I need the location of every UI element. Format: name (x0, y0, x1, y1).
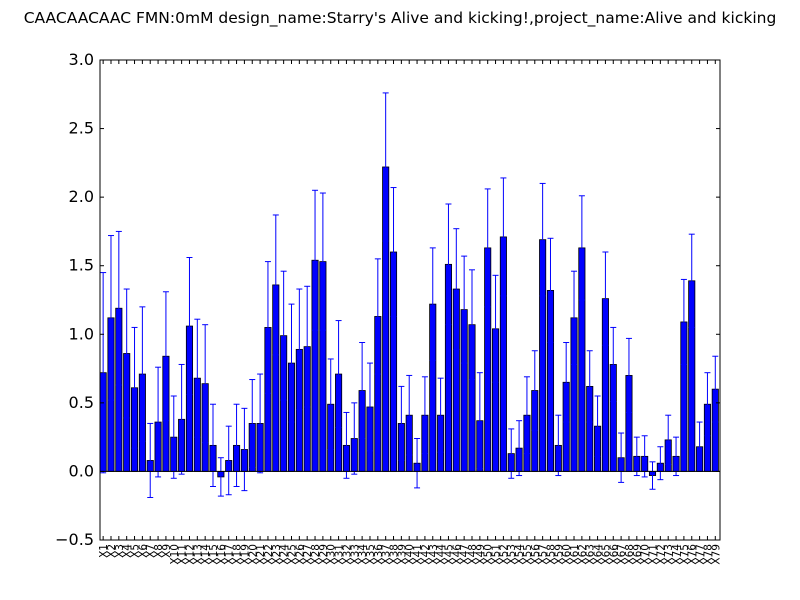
x-tick-label: X18 (232, 544, 244, 565)
x-tick-label: X69 (632, 544, 644, 565)
x-tick-label: X16 (216, 544, 228, 565)
x-tick-label: X6 (137, 544, 149, 558)
x-tick-label: X32 (341, 544, 353, 565)
x-tick-label: X53 (506, 544, 518, 565)
x-tick-label: X59 (553, 544, 565, 565)
error-bars-group (100, 92, 719, 498)
y-tick-label: 0.0 (69, 461, 94, 480)
x-tick-label: X39 (396, 544, 408, 565)
x-tick-label: X76 (687, 544, 699, 565)
x-tick-label: X51 (491, 544, 503, 565)
x-axis: X1X2X3X4X5X6X7X8X9X10X11X12X13X14X15X16X… (98, 60, 722, 565)
x-tick-label: X37 (381, 544, 393, 565)
x-tick-label: X52 (498, 544, 510, 565)
x-tick-label: X62 (577, 544, 589, 565)
x-tick-label: X73 (663, 544, 675, 565)
plot-frame (99, 59, 721, 541)
x-tick-label: X7 (145, 544, 157, 558)
x-tick-label: X10 (169, 544, 181, 565)
x-tick-label: X20 (247, 544, 259, 565)
x-tick-label: X67 (616, 544, 628, 565)
x-tick-label: X36 (373, 544, 385, 565)
x-tick-label: X15 (208, 544, 220, 565)
x-tick-label: X48 (467, 544, 479, 565)
x-tick-label: X25 (286, 544, 298, 565)
x-tick-label: X47 (459, 544, 471, 565)
x-tick-label: X75 (679, 544, 691, 565)
x-tick-label: X29 (318, 544, 330, 565)
x-tick-label: X1 (98, 544, 110, 558)
x-tick-label: X42 (420, 544, 432, 565)
x-tick-label: X79 (710, 544, 722, 565)
x-tick-label: X2 (106, 544, 118, 558)
y-tick-label: 1.0 (69, 324, 94, 343)
x-tick-label: X72 (655, 544, 667, 565)
x-tick-label: X63 (585, 544, 597, 565)
x-tick-label: X54 (514, 544, 526, 565)
y-tick-label: 2.0 (69, 187, 94, 206)
x-tick-label: X38 (389, 544, 401, 565)
x-tick-label: X5 (130, 544, 142, 558)
x-tick-label: X60 (561, 544, 573, 565)
x-tick-label: X21 (255, 544, 267, 565)
y-tick-label: 1.5 (69, 256, 94, 275)
x-tick-label: X43 (428, 544, 440, 565)
x-tick-label: X4 (122, 544, 134, 558)
x-tick-label: X57 (538, 544, 550, 565)
x-tick-label: X24 (279, 544, 291, 565)
x-tick-label: X65 (600, 544, 612, 565)
x-tick-label: X68 (624, 544, 636, 565)
x-tick-label: X40 (404, 544, 416, 565)
x-tick-label: X45 (443, 544, 455, 565)
x-tick-label: X22 (263, 544, 275, 565)
x-tick-label: X66 (608, 544, 620, 565)
x-tick-label: X17 (224, 544, 236, 565)
x-tick-label: X41 (412, 544, 424, 565)
x-tick-label: X13 (192, 544, 204, 565)
x-tick-label: X74 (671, 544, 683, 565)
x-tick-label: X44 (436, 544, 448, 565)
x-tick-label: X12 (184, 544, 196, 565)
chart-title: CAACAACAAC FMN:0mM design_name:Starry's … (23, 9, 777, 27)
x-tick-label: X58 (545, 544, 557, 565)
x-tick-label: X49 (475, 544, 487, 565)
x-tick-label: X30 (326, 544, 338, 565)
x-tick-label: X8 (153, 544, 165, 558)
y-tick-label: −0.5 (55, 530, 94, 549)
x-tick-label: X33 (349, 544, 361, 565)
x-tick-label: X9 (161, 544, 173, 558)
x-tick-label: X70 (640, 544, 652, 565)
x-tick-label: X71 (648, 544, 660, 565)
x-tick-label: X27 (302, 544, 314, 565)
x-tick-label: X61 (569, 544, 581, 565)
x-tick-label: X3 (114, 544, 126, 558)
x-tick-label: X77 (695, 544, 707, 565)
y-tick-label: 2.5 (69, 119, 94, 138)
x-tick-label: X34 (357, 544, 369, 565)
x-tick-label: X78 (702, 544, 714, 565)
x-tick-label: X64 (593, 544, 605, 565)
x-tick-label: X14 (200, 544, 212, 565)
x-tick-label: X31 (334, 544, 346, 565)
x-tick-label: X55 (522, 544, 534, 565)
y-tick-label: 0.5 (69, 393, 94, 412)
x-tick-label: X11 (177, 544, 189, 565)
x-tick-label: X50 (483, 544, 495, 565)
x-tick-label: X26 (294, 544, 306, 565)
x-tick-label: X19 (239, 544, 251, 565)
x-tick-label: X28 (310, 544, 322, 565)
y-tick-label: 3.0 (69, 50, 94, 69)
x-tick-label: X35 (365, 544, 377, 565)
x-tick-label: X56 (530, 544, 542, 565)
x-tick-label: X23 (271, 544, 283, 565)
y-axis: −0.5 0.0 0.5 1.0 1.5 2.0 2.5 3.0 (55, 50, 720, 549)
x-tick-label: X46 (451, 544, 463, 565)
